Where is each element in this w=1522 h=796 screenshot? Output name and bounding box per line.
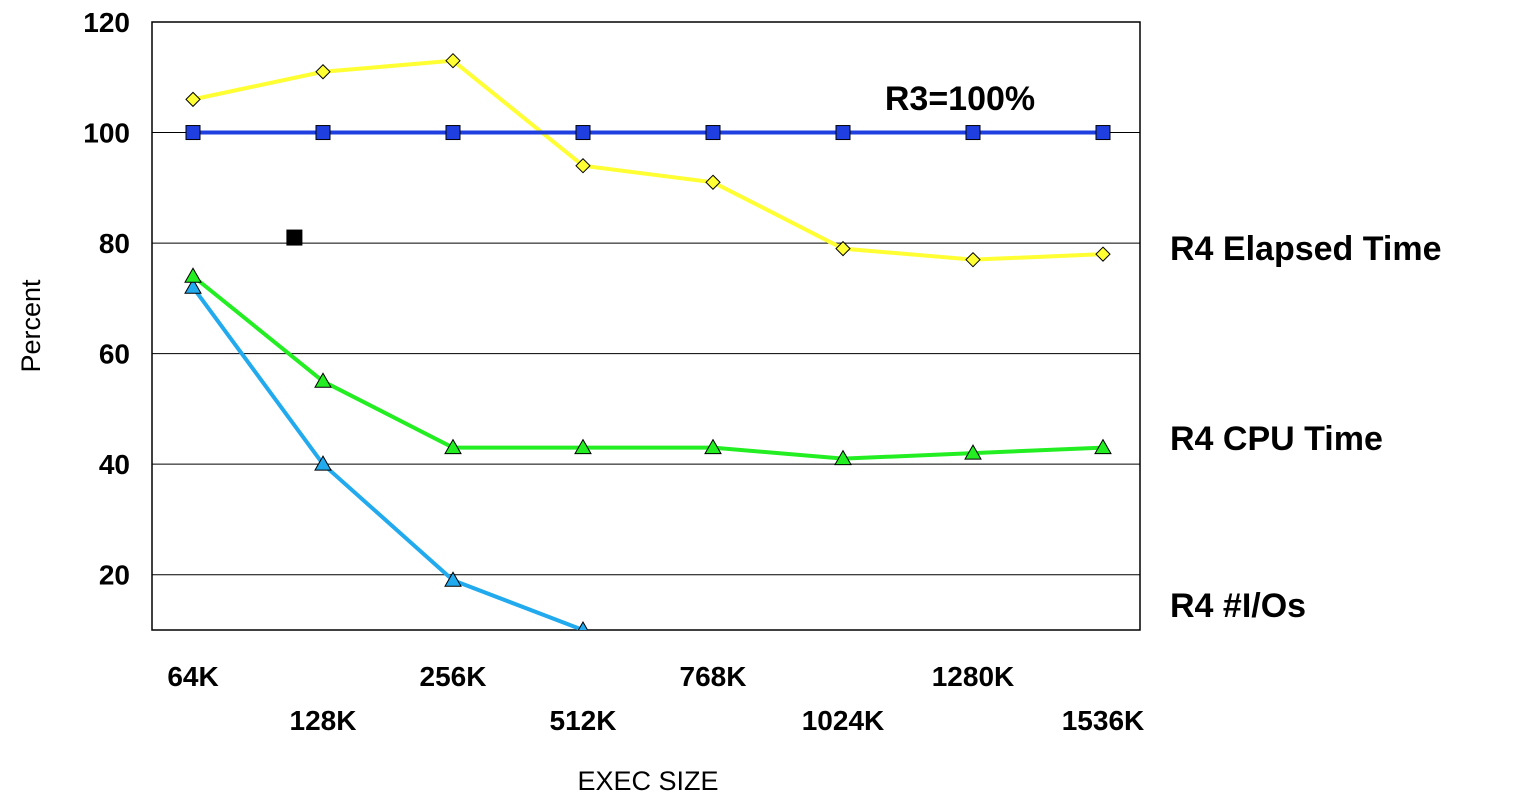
data-point (444, 571, 462, 587)
x-tick-label: 512K (550, 705, 617, 736)
data-point (315, 125, 331, 141)
plot-frame (151, 21, 1141, 631)
data-point (315, 64, 331, 80)
y-tick-label: 80 (99, 228, 130, 259)
data-point (184, 267, 202, 283)
x-tick-label: 1280K (932, 661, 1015, 692)
y-tick-label: 100 (83, 118, 130, 149)
series-label: R4 Elapsed Time (1170, 230, 1442, 268)
x-tick-label: 1536K (1062, 705, 1145, 736)
y-tick-label: 20 (99, 560, 130, 591)
y-tick-label: 60 (99, 339, 130, 370)
data-point (1095, 125, 1111, 141)
data-point (1094, 438, 1112, 455)
x-axis-title: EXEC SIZE (577, 766, 718, 796)
x-tick-label: 768K (680, 661, 747, 692)
data-point (185, 91, 201, 108)
series-1 (185, 52, 1111, 268)
series-3 (184, 278, 589, 630)
data-point (965, 125, 981, 141)
data-point (704, 438, 722, 455)
data-point (184, 278, 202, 294)
data-point (705, 125, 721, 141)
data-point (575, 125, 591, 141)
y-axis-title: Percent (16, 279, 46, 373)
x-tick-label: 128K (290, 705, 357, 736)
data-point (314, 372, 332, 388)
data-point (835, 125, 851, 141)
series-label: R3=100% (885, 80, 1035, 118)
data-point (574, 438, 592, 455)
data-point (185, 125, 201, 141)
data-point (965, 251, 981, 268)
x-tick-label: 1024K (802, 705, 885, 736)
data-point (1095, 246, 1111, 262)
data-point (445, 52, 461, 69)
outlier-point (286, 229, 303, 246)
data-point (575, 158, 591, 174)
data-point (964, 444, 982, 460)
data-point (444, 438, 462, 455)
series-line (192, 58, 1104, 262)
series-2 (184, 267, 1112, 466)
data-point (314, 455, 332, 471)
x-tick-label: 64K (167, 661, 218, 692)
data-point (577, 620, 589, 630)
data-point (835, 240, 851, 257)
x-tick-label: 256K (420, 661, 487, 692)
data-point (834, 449, 852, 466)
series-line (191, 286, 584, 630)
y-tick-label: 40 (99, 449, 130, 480)
series-0 (185, 125, 1111, 141)
series-label: R4 CPU Time (1170, 420, 1383, 458)
data-point (705, 174, 721, 190)
data-point (445, 125, 461, 141)
series-line (191, 274, 1104, 461)
y-tick-label: 120 (83, 7, 130, 38)
series-label: R4 #I/Os (1170, 587, 1306, 625)
